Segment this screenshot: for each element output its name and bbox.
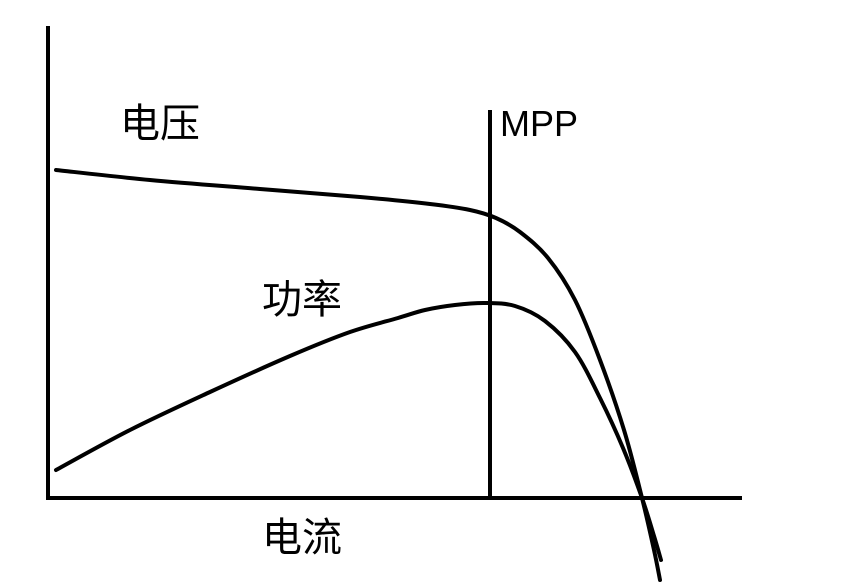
- current-axis-label: 电流: [262, 518, 342, 558]
- chart-container: 电压 MPP 功率 电流: [0, 0, 844, 586]
- power-curve: [56, 303, 661, 560]
- voltage-curve: [56, 170, 660, 580]
- mpp-label: MPP: [500, 106, 578, 142]
- voltage-label: 电压: [120, 104, 200, 144]
- power-label: 功率: [262, 280, 342, 320]
- chart-svg: [0, 0, 844, 586]
